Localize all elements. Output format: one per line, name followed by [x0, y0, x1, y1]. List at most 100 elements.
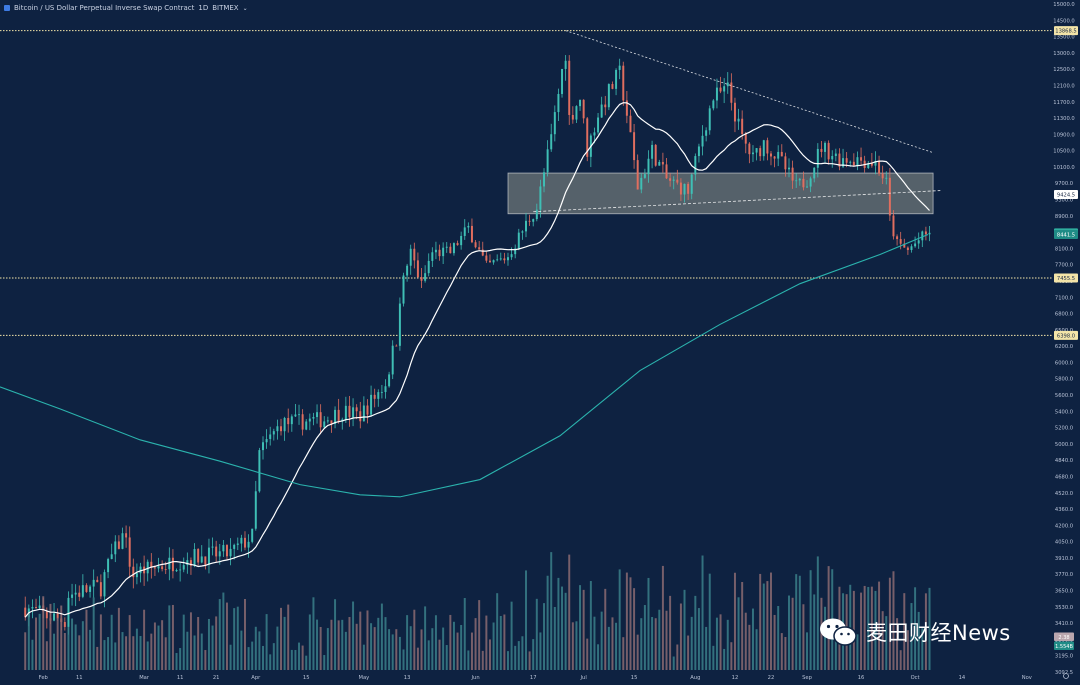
candle-body[interactable]	[485, 255, 488, 261]
candle-body[interactable]	[74, 592, 77, 595]
candle-body[interactable]	[168, 557, 171, 570]
candle-body[interactable]	[499, 258, 502, 260]
candle-body[interactable]	[654, 144, 657, 166]
candle-body[interactable]	[553, 112, 556, 135]
symbol-title[interactable]: Bitcoin / US Dollar Perpetual Inverse Sw…	[14, 4, 195, 12]
candle-body[interactable]	[813, 167, 816, 179]
candle-body[interactable]	[860, 157, 863, 161]
candle-body[interactable]	[506, 257, 509, 261]
candle-body[interactable]	[31, 607, 34, 609]
candle-body[interactable]	[92, 579, 95, 587]
candle-body[interactable]	[301, 414, 304, 430]
candle-body[interactable]	[294, 414, 297, 417]
candle-body[interactable]	[661, 161, 664, 165]
candle-body[interactable]	[186, 560, 189, 566]
candle-body[interactable]	[629, 115, 632, 133]
candle-body[interactable]	[110, 554, 113, 560]
candle-body[interactable]	[597, 117, 600, 133]
candle-body[interactable]	[308, 418, 311, 422]
candle-body[interactable]	[888, 177, 891, 216]
candle-body[interactable]	[571, 114, 574, 120]
candle-body[interactable]	[280, 426, 283, 432]
candle-body[interactable]	[316, 412, 319, 418]
candle-body[interactable]	[525, 220, 527, 232]
candle-body[interactable]	[63, 622, 66, 627]
candle-body[interactable]	[409, 248, 412, 266]
candle-body[interactable]	[200, 556, 203, 563]
candle-body[interactable]	[777, 151, 780, 159]
candle-body[interactable]	[204, 556, 207, 565]
candle-body[interactable]	[737, 118, 740, 122]
candle-body[interactable]	[676, 179, 679, 183]
candle-body[interactable]	[820, 148, 823, 152]
candle-body[interactable]	[182, 565, 185, 570]
candle-body[interactable]	[380, 392, 383, 393]
candle-body[interactable]	[370, 394, 373, 415]
candle-body[interactable]	[488, 260, 491, 263]
candle-body[interactable]	[798, 178, 801, 181]
candle-body[interactable]	[600, 104, 603, 118]
candle-body[interactable]	[741, 118, 744, 134]
candle-body[interactable]	[636, 160, 639, 190]
candle-body[interactable]	[388, 374, 391, 387]
candle-body[interactable]	[535, 209, 538, 220]
candle-body[interactable]	[78, 592, 81, 597]
candle-body[interactable]	[460, 235, 463, 246]
candle-body[interactable]	[377, 392, 380, 399]
candle-body[interactable]	[751, 152, 754, 155]
candle-body[interactable]	[561, 68, 564, 94]
settings-icon[interactable]	[1063, 673, 1069, 679]
candle-body[interactable]	[45, 611, 48, 619]
candle-body[interactable]	[510, 254, 513, 258]
candle-body[interactable]	[669, 178, 672, 181]
candle-body[interactable]	[24, 607, 27, 618]
candle-body[interactable]	[312, 417, 315, 419]
candle-body[interactable]	[215, 546, 218, 557]
candle-body[interactable]	[467, 225, 470, 228]
candle-body[interactable]	[658, 161, 661, 166]
candle-body[interactable]	[546, 149, 549, 173]
candle-body[interactable]	[643, 174, 646, 178]
candle-body[interactable]	[355, 407, 358, 412]
candle-body[interactable]	[290, 416, 293, 425]
candle-body[interactable]	[816, 148, 819, 168]
candle-body[interactable]	[899, 239, 902, 244]
candle-body[interactable]	[81, 585, 84, 597]
candle-body[interactable]	[762, 140, 765, 157]
candle-body[interactable]	[625, 100, 628, 116]
ma-short-line[interactable]	[24, 102, 930, 618]
candle-body[interactable]	[528, 220, 531, 222]
candle-body[interactable]	[723, 86, 726, 92]
candle-body[interactable]	[99, 582, 102, 597]
candle-body[interactable]	[878, 160, 881, 174]
candle-body[interactable]	[773, 156, 776, 159]
candle-body[interactable]	[582, 99, 585, 119]
candle-body[interactable]	[427, 260, 430, 274]
candle-body[interactable]	[647, 158, 650, 175]
candle-body[interactable]	[189, 560, 192, 566]
candle-body[interactable]	[431, 252, 434, 261]
candle-body[interactable]	[319, 412, 322, 428]
candle-body[interactable]	[330, 420, 333, 424]
candle-body[interactable]	[139, 566, 142, 574]
candle-body[interactable]	[362, 405, 365, 422]
candle-body[interactable]	[852, 161, 855, 166]
candle-body[interactable]	[398, 303, 401, 346]
candle-body[interactable]	[38, 605, 41, 609]
candle-body[interactable]	[391, 345, 394, 375]
support-zone[interactable]	[507, 172, 934, 215]
candle-body[interactable]	[834, 153, 837, 157]
candle-body[interactable]	[438, 249, 441, 257]
candle-body[interactable]	[892, 215, 895, 237]
candle-body[interactable]	[557, 93, 560, 113]
candle-body[interactable]	[56, 613, 59, 619]
candle-body[interactable]	[233, 544, 236, 549]
candle-body[interactable]	[748, 143, 751, 155]
candle-body[interactable]	[71, 594, 74, 598]
candle-body[interactable]	[157, 566, 160, 569]
candle-body[interactable]	[406, 265, 409, 276]
candle-body[interactable]	[867, 163, 870, 168]
candle-body[interactable]	[697, 146, 700, 157]
candle-body[interactable]	[247, 541, 250, 548]
